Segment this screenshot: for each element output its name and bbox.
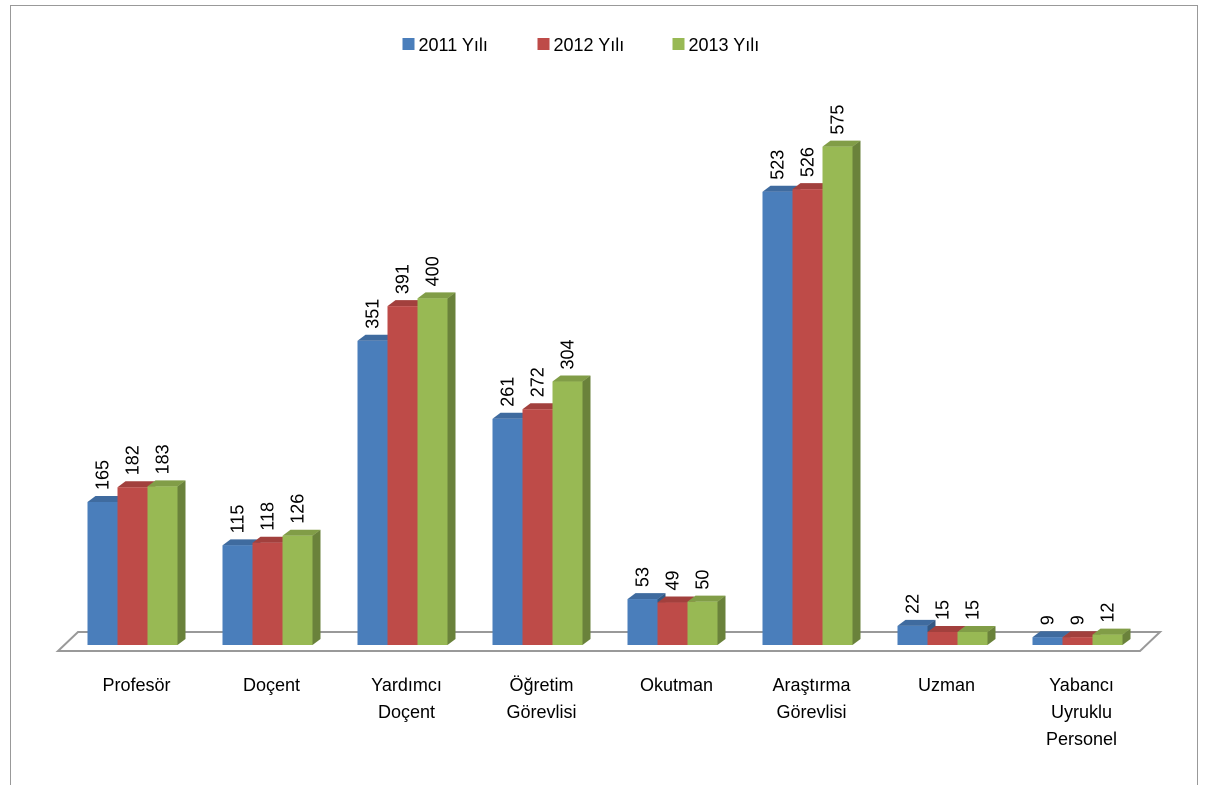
bar-top (1062, 631, 1101, 638)
data-label: 115 (228, 505, 248, 534)
bar-side (1122, 628, 1131, 645)
data-label: 53 (633, 567, 653, 587)
bar-top (552, 375, 591, 382)
bar-top (1032, 631, 1071, 638)
bar (627, 599, 658, 645)
bar (552, 381, 583, 645)
data-label: 126 (288, 494, 308, 524)
bar (957, 632, 988, 645)
legend-swatch (537, 38, 550, 50)
data-label: 261 (498, 377, 518, 407)
data-label: 22 (903, 594, 923, 614)
floor (55, 631, 1163, 652)
bar-side (447, 292, 456, 645)
bar (657, 602, 688, 645)
x-tick-label: Profesör (102, 675, 171, 695)
legend-swatch (402, 38, 415, 50)
bar (927, 632, 958, 645)
data-label: 9 (1068, 615, 1088, 625)
bar (252, 542, 283, 645)
data-label: 50 (693, 570, 713, 590)
bar-top (252, 536, 291, 543)
bar-side (987, 626, 996, 645)
bar (147, 486, 178, 645)
legend-label: 2013 Yılı (689, 35, 760, 55)
bar-side (177, 480, 186, 645)
bar (87, 502, 118, 645)
data-label: 272 (528, 367, 548, 397)
bar (792, 189, 823, 645)
bar-top (897, 619, 936, 626)
bar-top (522, 403, 561, 410)
bar-top (957, 626, 996, 632)
bar (822, 146, 853, 645)
bar-top (87, 496, 126, 502)
bar-top (927, 626, 966, 632)
bar-top (657, 596, 696, 603)
legend-label: 2011 Yılı (419, 35, 488, 55)
data-label: 12 (1098, 603, 1118, 623)
x-tick-label: Doçent (242, 675, 301, 695)
data-label: 400 (423, 256, 443, 286)
x-tick-label: Yabancı Uyruklu Personel (1045, 675, 1118, 749)
chart-frame (10, 5, 1198, 785)
bar-side (717, 595, 726, 645)
bar (1032, 637, 1063, 645)
data-label: 165 (93, 460, 113, 490)
bar-side (582, 375, 591, 645)
bar-top (492, 412, 531, 419)
bar (387, 306, 418, 645)
data-label: 183 (153, 444, 173, 474)
bar (492, 418, 523, 645)
data-label: 575 (828, 105, 848, 135)
bar-top (762, 185, 801, 192)
data-label: 118 (258, 502, 278, 531)
data-label: 9 (1038, 615, 1058, 625)
data-label: 182 (123, 445, 143, 475)
bar (117, 487, 148, 645)
bar-side (312, 529, 321, 645)
data-label: 523 (768, 150, 788, 180)
data-label: 15 (963, 600, 983, 620)
bar-top (387, 300, 426, 307)
data-label: 304 (558, 339, 578, 369)
bar (762, 191, 793, 645)
bar (522, 409, 553, 645)
bar-top (627, 593, 666, 600)
bar-top (147, 480, 186, 487)
bar (222, 545, 253, 645)
legend-swatch (672, 38, 685, 50)
bar-top (222, 539, 261, 546)
x-tick-label: Yardımcı Doçent (371, 675, 442, 722)
bar-top (822, 140, 861, 147)
bar (897, 625, 928, 645)
bar-top (117, 481, 156, 488)
data-label: 351 (363, 299, 383, 329)
x-tick-label: Araştırma Görevlisi (772, 675, 851, 722)
x-tick-label: Uzman (917, 675, 975, 695)
bar (282, 535, 313, 645)
bar-side (852, 140, 861, 645)
x-tick-label: Okutman (639, 675, 714, 695)
legend-label: 2012 Yılı (554, 35, 625, 55)
bar (687, 601, 718, 645)
bar (1062, 637, 1093, 645)
bar (1092, 634, 1123, 645)
bar-top (417, 292, 456, 299)
x-tick-label: Öğretim Görevlisi (506, 675, 577, 722)
data-label: 391 (393, 264, 413, 294)
bar-top (687, 595, 726, 602)
data-label: 15 (933, 600, 953, 620)
bar-top (792, 183, 831, 190)
bar-top (1092, 628, 1131, 635)
bar (357, 340, 388, 645)
data-label: 49 (663, 571, 683, 591)
bar-top (282, 529, 321, 536)
bar (417, 298, 448, 645)
bar-top (357, 334, 396, 341)
data-label: 526 (798, 147, 818, 177)
